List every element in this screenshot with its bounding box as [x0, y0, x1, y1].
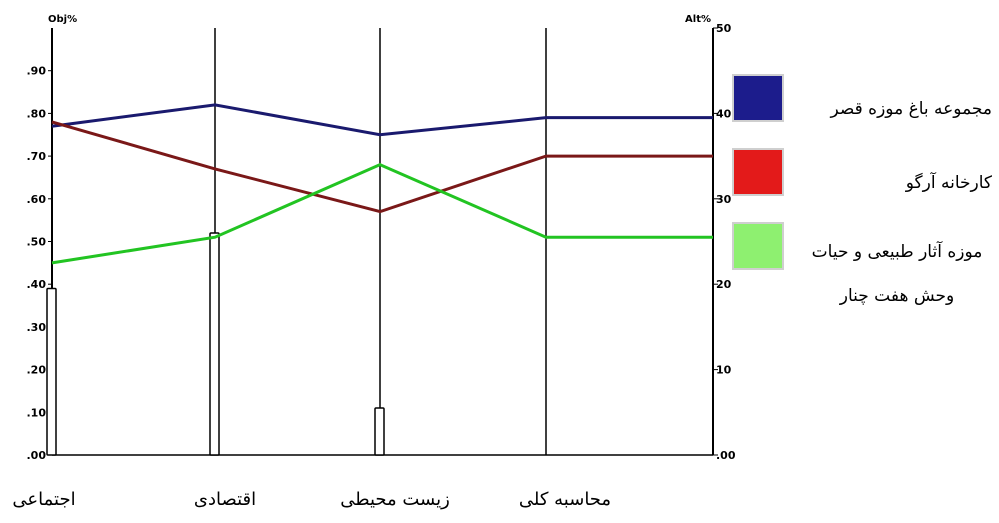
category-label-4: محاسبه کلی — [519, 489, 611, 510]
right-tick-label: 40 — [716, 107, 732, 120]
legend-item-argo: کارخانه آرگو — [726, 148, 996, 210]
legend: مجموعه باغ موزه قصر کارخانه آرگو موزه آث… — [726, 74, 996, 334]
legend-label-haft-chenar: موزه آثار طبیعی و حیات وحش هفت چنار — [811, 242, 983, 306]
bar-3 — [374, 407, 385, 456]
legend-item-haft-chenar: موزه آثار طبیعی و حیات وحش هفت چنار — [726, 222, 996, 322]
series-line-1 — [51, 103, 713, 137]
series-lines — [51, 103, 713, 265]
category-label-2: اقتصادی — [194, 489, 256, 510]
right-axis-title: Alt% — [685, 14, 711, 25]
category-label-3: زیست محیطی — [340, 489, 450, 510]
left-tick-label: .40 — [27, 278, 47, 291]
axes — [48, 27, 718, 456]
left-axis-title: Obj% — [48, 14, 77, 25]
right-tick-label: 50 — [716, 22, 732, 35]
series-line-2 — [51, 120, 713, 214]
series-line-3 — [51, 163, 713, 265]
legend-swatch-haft-chenar — [732, 222, 784, 270]
left-tick-label: .80 — [27, 107, 47, 120]
bar-2 — [209, 232, 220, 456]
legend-swatch-argo — [732, 148, 784, 196]
right-tick-label: 20 — [716, 278, 732, 291]
left-tick-label: .60 — [27, 193, 47, 206]
right-tick-label: 10 — [716, 364, 732, 377]
left-tick-label: .30 — [27, 321, 47, 334]
left-tick-label: .20 — [27, 364, 47, 377]
legend-swatch-qasr — [732, 74, 784, 122]
left-tick-label: .00 — [27, 449, 47, 462]
left-tick-label: .70 — [27, 150, 47, 163]
legend-label-argo: کارخانه آرگو — [905, 173, 992, 193]
category-label-1: اجتماعی — [12, 489, 75, 510]
left-tick-label: .10 — [27, 406, 47, 419]
legend-label-qasr: مجموعه باغ موزه قصر — [830, 99, 992, 119]
right-tick-label: 30 — [716, 193, 732, 206]
left-tick-label: .50 — [27, 236, 47, 249]
legend-item-qasr: مجموعه باغ موزه قصر — [726, 74, 996, 136]
right-tick-label: .00 — [716, 449, 736, 462]
bars — [46, 232, 385, 456]
labels: .00 .10 .20 .30 .40 .50 .60 .70 .80 .90 .00 10 20 30 4… — [12, 14, 735, 510]
bar-1 — [46, 287, 57, 456]
left-tick-label: .90 — [27, 65, 47, 78]
